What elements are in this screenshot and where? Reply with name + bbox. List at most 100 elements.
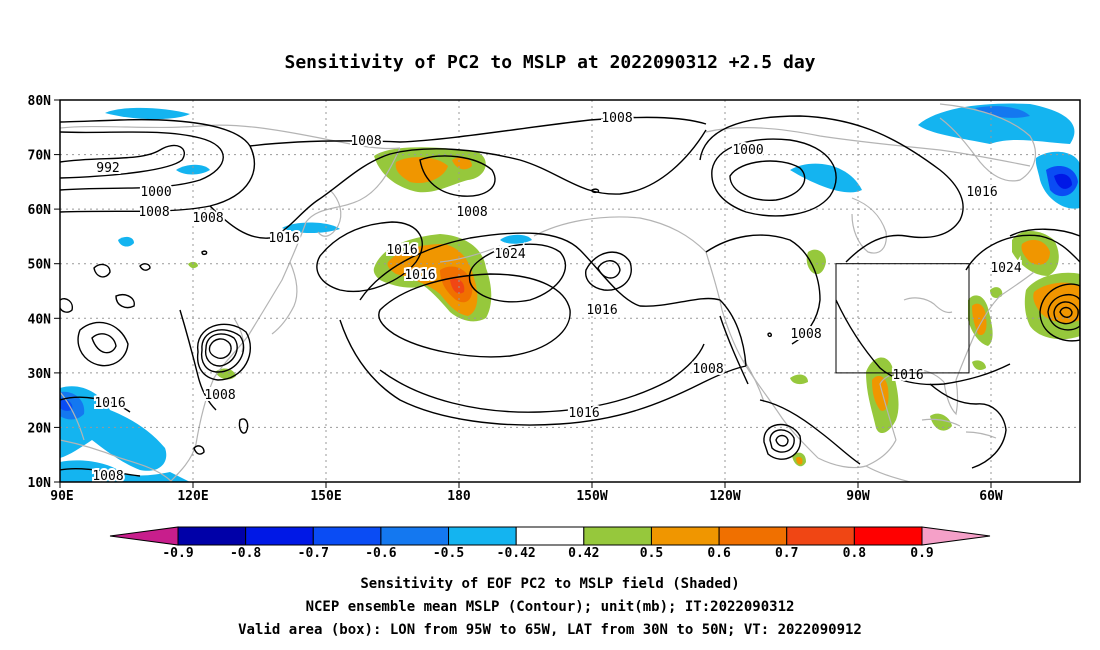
coast-central-america: [865, 465, 911, 482]
colorbar-cell: [515, 526, 585, 546]
colorbar-cell: [380, 526, 450, 546]
contour-1016-gulf-alaska-inner: [597, 260, 621, 279]
colorbar-cell: [718, 526, 788, 546]
contour-label: 1016: [94, 396, 125, 411]
colorbar-cell: [853, 526, 923, 546]
contour-1024-pacific-high: [468, 243, 567, 303]
colorbar-label: 0.5: [640, 546, 663, 561]
sensitivity-shading: [60, 103, 1080, 482]
contour-1016-atlantic: [965, 234, 1080, 271]
coast-hudson-bay: [851, 197, 887, 254]
contour-small-west-2: [115, 294, 135, 309]
negative-region-bering: [500, 234, 532, 244]
contour-1016-gulf-trough: [835, 299, 1011, 386]
colorbar-cells: [177, 526, 923, 546]
contour-label: 1008: [138, 205, 169, 220]
contour-small-west-5: [139, 263, 151, 271]
colorbar-label: 0.6: [707, 546, 731, 561]
contour-label: 1016: [268, 231, 299, 246]
positive-region-nova-scotia: [990, 287, 1003, 298]
contour-labels: 992 1000 1008 1008 1008 1016 1008 1016 1…: [90, 109, 1023, 484]
negative-region-north-coast: [105, 107, 190, 120]
negative-region-greenland-core: [975, 106, 1030, 118]
lat-label: 10N: [28, 476, 52, 491]
coast-florida: [943, 379, 959, 416]
captions: Sensitivity of EOF PC2 to MSLP field (Sh…: [238, 576, 862, 638]
negative-region-south-china-inner: [60, 398, 73, 411]
contour-label: 1016: [892, 368, 923, 383]
contour-tiny-pacific-2: [201, 250, 208, 256]
contour-1016-pacific: [359, 232, 747, 367]
colorbar-cell: [583, 526, 652, 546]
positive-region-atlantic-low-core: [1033, 282, 1080, 323]
colorbar-label: -0.8: [230, 546, 261, 561]
lon-label: 150W: [576, 489, 607, 504]
lat-lon-grid: [60, 100, 1080, 482]
colorbar-cell: [177, 526, 247, 546]
contour-typhoon-4: [196, 323, 252, 381]
negative-region-atlantic-inner: [1054, 173, 1072, 189]
contour-1008-south-china: [60, 468, 141, 477]
coast-greenland: [939, 103, 1037, 182]
contour-atlantic-low-1: [1059, 306, 1073, 318]
contour-1024-atlantic-high: [1009, 228, 1080, 237]
contour-label: 1008: [204, 388, 235, 403]
contour-small-west-3: [77, 321, 129, 367]
coast-alaska: [533, 216, 707, 253]
coast-gulf: [879, 369, 945, 441]
lat-label: 60N: [28, 203, 52, 218]
lon-label: 150E: [310, 489, 341, 504]
contour-label: 1016: [404, 268, 435, 283]
colorbar-label: 0.7: [775, 546, 798, 561]
lat-label: 80N: [28, 94, 52, 109]
valid-area-box: [835, 263, 970, 374]
map-frame: [59, 99, 1081, 483]
mslp-contours: [60, 115, 1080, 477]
lat-label: 20N: [28, 421, 52, 436]
contour-1016-gulf-alaska: [585, 251, 632, 291]
coast-kamchatka: [317, 189, 342, 237]
coast-asia-north: [60, 124, 401, 150]
colorbar-cell: [245, 526, 314, 546]
coast-india: [60, 391, 85, 441]
contour-label: 1008: [92, 469, 123, 484]
lon-label: 180: [447, 489, 471, 504]
positive-region-aleutian-inner: [450, 278, 465, 294]
lon-label: 90W: [846, 489, 870, 504]
colorbar-label: 0.42: [568, 546, 599, 561]
negative-region-luzon: [130, 426, 150, 441]
contour-east-pacific-low-1: [775, 434, 789, 447]
colorbar-label: -0.5: [433, 546, 464, 561]
contour-label: 1008: [192, 211, 223, 226]
coast-caribbean: [921, 418, 997, 439]
contour-atlantic-low-2: [1053, 301, 1079, 325]
contour-1000-canada: [729, 160, 806, 201]
caption-shading: Sensitivity of EOF PC2 to MSLP field (Sh…: [360, 576, 739, 592]
negative-region-south-sea: [60, 460, 190, 482]
colorbar-low-arrow: [109, 526, 179, 546]
colorbar: -0.9 -0.8 -0.7 -0.6 -0.5 -0.42 0.42 0.5 …: [109, 526, 991, 561]
contour-label: 1024: [990, 261, 1021, 276]
contour-1008-west: [60, 118, 255, 213]
contour-1016-pacific-inner: [378, 273, 571, 358]
contour-label: 1008: [456, 205, 487, 220]
contour-1016-south-china: [60, 396, 131, 413]
coast-korea: [233, 317, 244, 353]
contour-label: 1000: [732, 143, 763, 158]
lon-axis: [59, 482, 992, 488]
contour-east-pacific-low-3: [763, 423, 802, 460]
positive-region-east-coast-core: [972, 303, 987, 336]
map-panel: 992 1000 1008 1008 1008 1016 1008 1016 1…: [28, 94, 1081, 504]
coast-great-lakes: [903, 297, 953, 314]
contour-atlantic-low-4: [1039, 283, 1080, 342]
contour-1016-aleutian-low: [316, 221, 423, 293]
contour-label: 1016: [568, 406, 599, 421]
contour-small-west-1: [93, 263, 111, 278]
lon-label: 90E: [50, 489, 73, 504]
contour-label: 1016: [966, 185, 997, 200]
colorbar-label: -0.42: [497, 546, 536, 561]
colorbar-cell: [650, 526, 720, 546]
contour-1016-hawaii: [379, 343, 705, 413]
contour-1016-north: [209, 129, 707, 239]
contour-1008-mexico: [759, 399, 861, 465]
